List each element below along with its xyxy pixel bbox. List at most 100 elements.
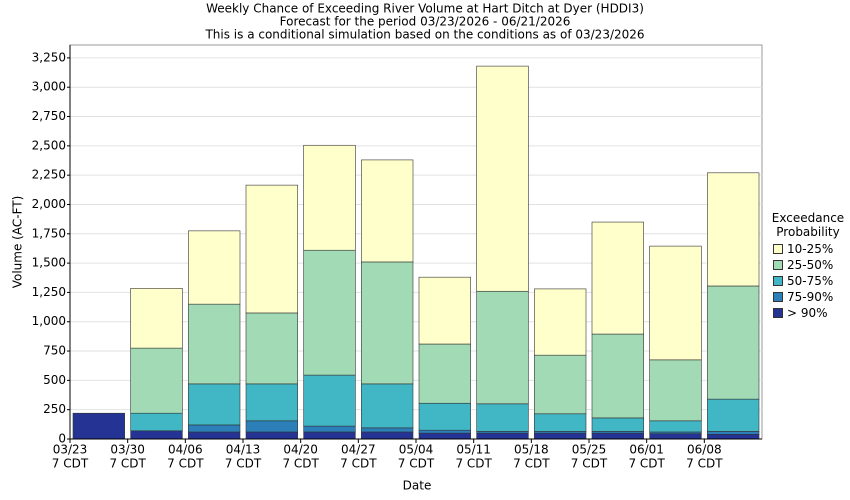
bar-segment	[649, 420, 702, 433]
legend-swatch	[773, 292, 783, 302]
legend-label: 75-90%	[787, 290, 834, 304]
y-tick-label: 3,000	[32, 80, 66, 94]
bar-segment	[707, 434, 760, 440]
legend-label: 10-25%	[787, 242, 834, 256]
bar-segment	[534, 288, 587, 356]
bar-segment	[72, 412, 125, 440]
y-tick-label: 250	[43, 402, 66, 416]
bar-segment	[476, 403, 529, 432]
x-tick-label: 04/27	[341, 443, 376, 457]
x-tick-suffix: 7 CDT	[571, 457, 608, 471]
plot-area	[69, 44, 763, 440]
bar-segment	[591, 333, 644, 419]
y-tick-label: 3,250	[32, 50, 66, 64]
x-tick-label: 05/11	[456, 443, 491, 457]
bar-segment	[188, 431, 241, 440]
x-tick-label: 04/13	[226, 443, 261, 457]
bar-segment	[649, 359, 702, 422]
x-tick-suffix: 7 CDT	[52, 457, 89, 471]
x-tick-suffix: 7 CDT	[282, 457, 319, 471]
y-tick-label: 1,000	[32, 314, 66, 328]
bar-segment	[591, 432, 644, 440]
bar-segment	[361, 261, 414, 385]
bar-segment	[707, 172, 760, 287]
x-tick-suffix: 7 CDT	[225, 457, 262, 471]
legend-swatch	[773, 244, 783, 254]
bar-segment	[303, 425, 356, 433]
y-tick-label: 750	[43, 344, 66, 358]
bar-segment	[130, 347, 183, 414]
bar-segment	[361, 427, 414, 433]
bar-segment	[418, 429, 471, 434]
bar-segment	[476, 290, 529, 405]
bar-segment	[707, 398, 760, 432]
y-tick-label: 1,750	[32, 226, 66, 240]
legend-title: Exceedance Probability	[771, 211, 845, 239]
bar-segment	[361, 383, 414, 429]
bar-segment	[188, 303, 241, 385]
y-tick-label: 1,250	[32, 285, 66, 299]
chart-subtitle: Forecast for the period 03/23/2026 - 06/…	[280, 15, 571, 29]
legend-item: 10-25%	[766, 241, 850, 257]
x-tick-suffix: 7 CDT	[398, 457, 435, 471]
bar-segment	[707, 285, 760, 400]
bar-segment	[245, 184, 298, 314]
legend-item: 25-50%	[766, 257, 850, 273]
bar-segment	[130, 430, 183, 440]
bar-segment	[534, 354, 587, 415]
bar-segment	[476, 65, 529, 292]
bar-segment	[303, 144, 356, 251]
chart-note: This is a conditional simulation based o…	[204, 28, 644, 42]
x-tick-label: 03/23	[53, 443, 88, 457]
x-tick-suffix: 7 CDT	[686, 457, 723, 471]
bar-segment	[245, 383, 298, 422]
x-tick-label: 06/01	[629, 443, 664, 457]
legend-label: 50-75%	[787, 274, 834, 288]
bar-segment	[361, 431, 414, 440]
bar-segment	[534, 413, 587, 432]
legend-label: 25-50%	[787, 258, 834, 272]
legend-swatch	[773, 276, 783, 286]
chart-title: Weekly Chance of Exceeding River Volume …	[206, 2, 644, 16]
bar-segment	[361, 159, 414, 263]
legend-label: > 90%	[787, 306, 828, 320]
y-tick-label: 2,750	[32, 109, 66, 123]
bar-segment	[418, 343, 471, 404]
bar-segment	[476, 432, 529, 440]
x-tick-label: 04/20	[283, 443, 318, 457]
x-axis-label: Date	[403, 479, 432, 493]
y-axis-label: Volume (AC-FT)	[11, 196, 25, 289]
x-tick-label: 03/30	[110, 443, 145, 457]
y-tick-label: 2,000	[32, 197, 66, 211]
bar-segment	[245, 312, 298, 385]
bar-segment	[418, 402, 471, 431]
legend: Exceedance Probability 10-25% 25-50% 50-75…	[766, 211, 850, 321]
bar-segment	[591, 417, 644, 432]
bar-segment	[649, 245, 702, 361]
legend-item: 50-75%	[766, 273, 850, 289]
bar-segment	[707, 431, 760, 435]
x-tick-label: 05/04	[399, 443, 434, 457]
bar-segment	[245, 420, 298, 433]
bar-segment	[245, 431, 298, 440]
bar-segment	[188, 424, 241, 433]
x-tick-label: 05/18	[514, 443, 549, 457]
x-tick-suffix: 7 CDT	[513, 457, 550, 471]
bar-segment	[303, 374, 356, 427]
x-tick-label: 06/08	[687, 443, 722, 457]
bar-segment	[130, 412, 183, 432]
legend-swatch	[773, 260, 783, 270]
x-tick-suffix: 7 CDT	[455, 457, 492, 471]
legend-item: > 90%	[766, 305, 850, 321]
x-tick-label: 05/25	[572, 443, 607, 457]
y-tick-label: 2,500	[32, 138, 66, 152]
x-tick-label: 04/06	[168, 443, 203, 457]
bar-segment	[303, 431, 356, 440]
bar-segment	[591, 221, 644, 335]
bar-segment	[649, 433, 702, 440]
legend-item: 75-90%	[766, 289, 850, 305]
y-tick-label: 0	[58, 432, 66, 446]
bar-segment	[534, 432, 587, 440]
